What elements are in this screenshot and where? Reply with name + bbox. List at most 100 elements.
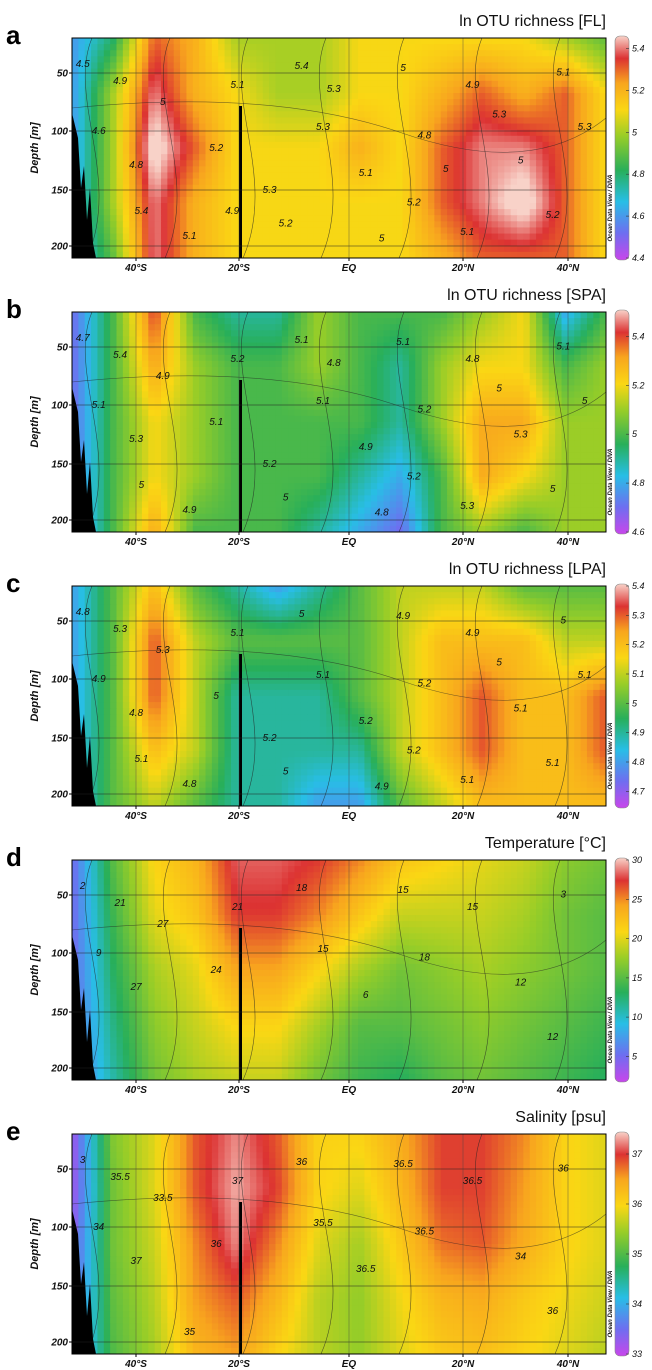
heat-cell <box>599 336 606 344</box>
heat-cell <box>218 318 226 325</box>
heat-cell <box>529 312 537 319</box>
heat-cell <box>173 141 181 149</box>
heat-cell <box>574 172 582 180</box>
heat-cell <box>78 428 86 435</box>
heat-cell <box>180 99 188 106</box>
heat-cell <box>154 154 162 161</box>
heat-cell <box>313 354 321 362</box>
heat-cell <box>339 74 346 82</box>
heat-cell <box>281 403 289 411</box>
heat-cell <box>161 391 168 399</box>
heat-cell <box>536 324 544 331</box>
heat-cell <box>593 184 601 192</box>
heat-cell <box>211 111 219 119</box>
heat-cell <box>313 428 321 435</box>
heat-cell <box>580 415 588 423</box>
heat-cell <box>523 209 531 216</box>
heat-cell <box>319 86 327 94</box>
heat-cell <box>275 86 283 94</box>
heat-cell <box>256 68 264 76</box>
heat-cell <box>205 251 213 258</box>
heat-cell <box>224 123 232 131</box>
heat-cell <box>517 233 524 241</box>
heat-cell <box>567 348 575 356</box>
heat-cell <box>97 105 105 112</box>
heat-cell <box>148 233 156 241</box>
heat-cell <box>402 330 410 338</box>
heat-cell <box>599 166 606 174</box>
heat-cell <box>434 385 442 393</box>
heat-cell <box>370 74 378 82</box>
heat-cell <box>281 440 289 448</box>
heat-cell <box>237 348 245 356</box>
heat-cell <box>599 203 606 210</box>
heat-cell <box>497 324 505 331</box>
heat-cell <box>542 251 550 258</box>
heat-cell <box>230 117 238 125</box>
heat-cell <box>256 93 264 100</box>
heat-cell <box>580 154 588 161</box>
heat-cell <box>402 354 410 362</box>
heat-cell <box>504 38 512 45</box>
heat-cell <box>370 172 378 180</box>
heat-cell <box>250 342 257 350</box>
heat-cell <box>199 312 207 319</box>
heat-cell <box>536 415 544 423</box>
heat-cell <box>504 318 512 325</box>
heat-cell <box>192 251 200 258</box>
heat-cell <box>421 117 429 125</box>
heat-cell <box>383 129 391 137</box>
heat-cell <box>230 38 238 45</box>
heat-cell <box>288 141 296 149</box>
heat-cell <box>135 44 143 51</box>
heat-cell <box>180 367 188 374</box>
heat-cell <box>510 397 518 405</box>
heat-cell <box>173 172 181 180</box>
heat-cell <box>78 385 86 393</box>
heat-cell <box>294 251 302 258</box>
heat-cell <box>122 324 130 331</box>
heat-cell <box>478 391 486 399</box>
heat-cell <box>383 154 391 161</box>
heat-cell <box>326 68 334 76</box>
heat-cell <box>300 379 308 386</box>
heat-cell <box>459 184 467 192</box>
heat-cell <box>288 245 296 253</box>
heat-cell <box>478 397 486 405</box>
heat-cell <box>504 324 512 331</box>
heat-cell <box>243 129 251 137</box>
heat-cell <box>517 312 524 319</box>
heat-cell <box>567 379 575 386</box>
heat-cell <box>129 348 137 356</box>
heat-cell <box>504 111 512 119</box>
heat-cell <box>370 141 378 149</box>
heat-cell <box>574 141 582 149</box>
heat-cell <box>186 434 194 441</box>
heat-cell <box>555 44 563 51</box>
heat-cell <box>421 86 429 94</box>
heat-cell <box>78 111 86 119</box>
heat-cell <box>377 409 385 417</box>
heat-cell <box>211 196 219 204</box>
heat-cell <box>447 391 455 399</box>
heat-cell <box>497 105 505 112</box>
heat-cell <box>364 184 372 192</box>
heat-cell <box>205 178 213 186</box>
heat-cell <box>478 245 486 253</box>
heat-cell <box>199 105 207 112</box>
heat-cell <box>218 312 226 319</box>
heat-cell <box>281 184 289 192</box>
heat-cell <box>548 62 556 70</box>
heat-cell <box>504 172 512 180</box>
heat-cell <box>269 135 277 143</box>
heat-cell <box>167 93 175 100</box>
heat-cell <box>135 74 143 82</box>
heat-cell <box>351 38 359 45</box>
heat-cell <box>485 434 493 441</box>
heat-cell <box>224 422 232 429</box>
heat-cell <box>415 99 423 106</box>
heat-cell <box>561 403 569 411</box>
heat-cell <box>517 403 524 411</box>
heat-cell <box>332 233 340 241</box>
heat-cell <box>91 342 99 350</box>
